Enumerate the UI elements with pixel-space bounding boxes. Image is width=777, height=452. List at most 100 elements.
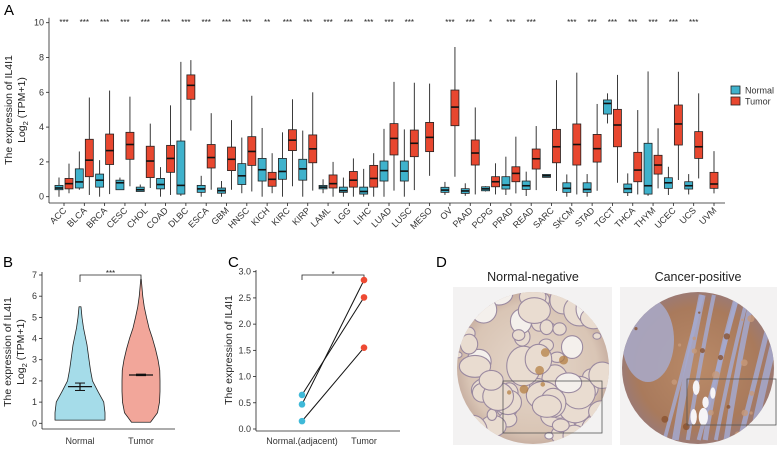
x-tick-label-meso: MESO (408, 205, 434, 231)
panel-b-xtick-normal: Normal (65, 436, 94, 446)
x-tick-label-ucs: UCS (678, 205, 699, 226)
panel-c-xtick-tumor: Tumor (351, 436, 377, 446)
box-normal-tgct (603, 93, 612, 124)
box-tumor-brca (105, 90, 115, 195)
stain-spot (723, 333, 730, 340)
stain-spot (726, 404, 731, 409)
box-tumor-thca (633, 110, 643, 195)
box (673, 104, 683, 146)
box-normal-thca (623, 173, 633, 197)
panel-b-ylabel-line1: The expression of IL4I1 (2, 297, 14, 407)
y-tick-label: 2 (39, 157, 44, 167)
panel-label-c: C (228, 254, 239, 271)
y-tick-label: 0.5 (238, 398, 251, 408)
box-normal-lusc (399, 129, 409, 197)
ihc-image-cancer-positive (620, 287, 777, 445)
stain-spot (707, 409, 714, 416)
box-tumor-blca (84, 97, 94, 195)
y-tick-label: 6 (39, 87, 44, 97)
stain-spot (740, 359, 748, 367)
panel-a-ylabel-line1: The expression of IL4I1 (3, 55, 15, 165)
box (206, 144, 216, 169)
box-normal-ucs (684, 174, 694, 195)
significance-kich: ** (264, 18, 270, 27)
x-tick-label-tgct: TGCT (592, 205, 617, 230)
significance-kirp: *** (303, 18, 312, 27)
significance-lgg: *** (344, 18, 353, 27)
x-tick-label-kirc: KIRC (270, 205, 293, 228)
panel-label-d: D (436, 254, 447, 271)
significance-hnsc: *** (242, 18, 251, 27)
y-tick-label: 2.0 (238, 319, 251, 329)
y-tick-label: 5 (32, 312, 37, 322)
panel-c-significance: * (331, 270, 334, 279)
violin-normal (54, 306, 106, 421)
significance-acc: *** (59, 18, 68, 27)
tissue-follicle (517, 297, 551, 325)
box-normal-acc (54, 177, 64, 197)
x-tick-label-brca: BRCA (84, 205, 109, 230)
stain-spot (634, 327, 638, 331)
box (338, 186, 348, 193)
significance-thca: *** (628, 18, 637, 27)
stain-spot (741, 318, 744, 322)
y-tick-label: 3.0 (238, 267, 251, 277)
tissue-follicle (554, 372, 583, 394)
significance-paad: *** (466, 18, 475, 27)
box (125, 131, 135, 160)
box (389, 123, 399, 156)
box-tumor-dlbc (186, 60, 196, 131)
tissue-follicle (560, 335, 584, 360)
significance-gbm: *** (222, 18, 231, 27)
panel-label-b: B (3, 254, 13, 271)
x-tick-label-skcm: SKCM (551, 205, 576, 230)
significance-cesc: *** (120, 18, 129, 27)
significance-ucec: *** (669, 18, 678, 27)
tissue-follicle (551, 418, 570, 433)
zoom-region-box (502, 380, 603, 434)
box-normal-sarc (542, 174, 551, 178)
box (237, 163, 247, 185)
significance-lusc: *** (405, 18, 414, 27)
stain-spot (717, 354, 724, 361)
box-tumor-prad (511, 136, 521, 194)
box-normal-lihc (359, 168, 369, 197)
significance-read: *** (527, 18, 536, 27)
box-tumor-lgg (348, 158, 358, 197)
box-normal-prad (501, 156, 511, 195)
x-tick-label-uvm: UVM (697, 205, 718, 226)
tissue-follicle (592, 332, 602, 340)
significance-lihc: *** (364, 18, 373, 27)
legend-label-normal: Normal (745, 86, 774, 96)
tissue-follicle (511, 329, 526, 342)
box (84, 138, 94, 178)
box-normal-hnsc (237, 137, 247, 194)
significance-prad: *** (506, 18, 515, 27)
stain-spot (692, 336, 697, 341)
tissue-follicle (552, 322, 567, 336)
x-tick-label-pcpg: PCPG (470, 205, 495, 230)
significance-tgct: *** (608, 18, 617, 27)
box-tumor-esca (206, 113, 216, 190)
y-tick-label: 10 (34, 18, 44, 28)
box-tumor-acc (64, 163, 74, 194)
zoom-region-box (686, 378, 777, 426)
box-normal-thym (643, 71, 653, 196)
panel-b-xtick-tumor: Tumor (128, 436, 154, 446)
y-tick-label: 7 (32, 270, 37, 280)
point-tumor (360, 276, 368, 284)
box-tumor-laml (328, 161, 338, 197)
box-normal-gbm (217, 181, 226, 197)
box-tumor-thym (653, 128, 663, 189)
box-normal-blca (74, 151, 84, 190)
box-tumor-pcpg (491, 163, 500, 195)
point-normal (298, 401, 306, 408)
x-tick-label-luad: LUAD (369, 205, 393, 229)
x-tick-label-cesc: CESC (105, 205, 130, 230)
x-tick-label-thym: THYM (632, 205, 657, 230)
y-tick-label: 1.5 (238, 345, 251, 355)
box-tumor-lihc (369, 153, 379, 197)
box (105, 133, 115, 165)
box-normal-ov (440, 181, 450, 195)
